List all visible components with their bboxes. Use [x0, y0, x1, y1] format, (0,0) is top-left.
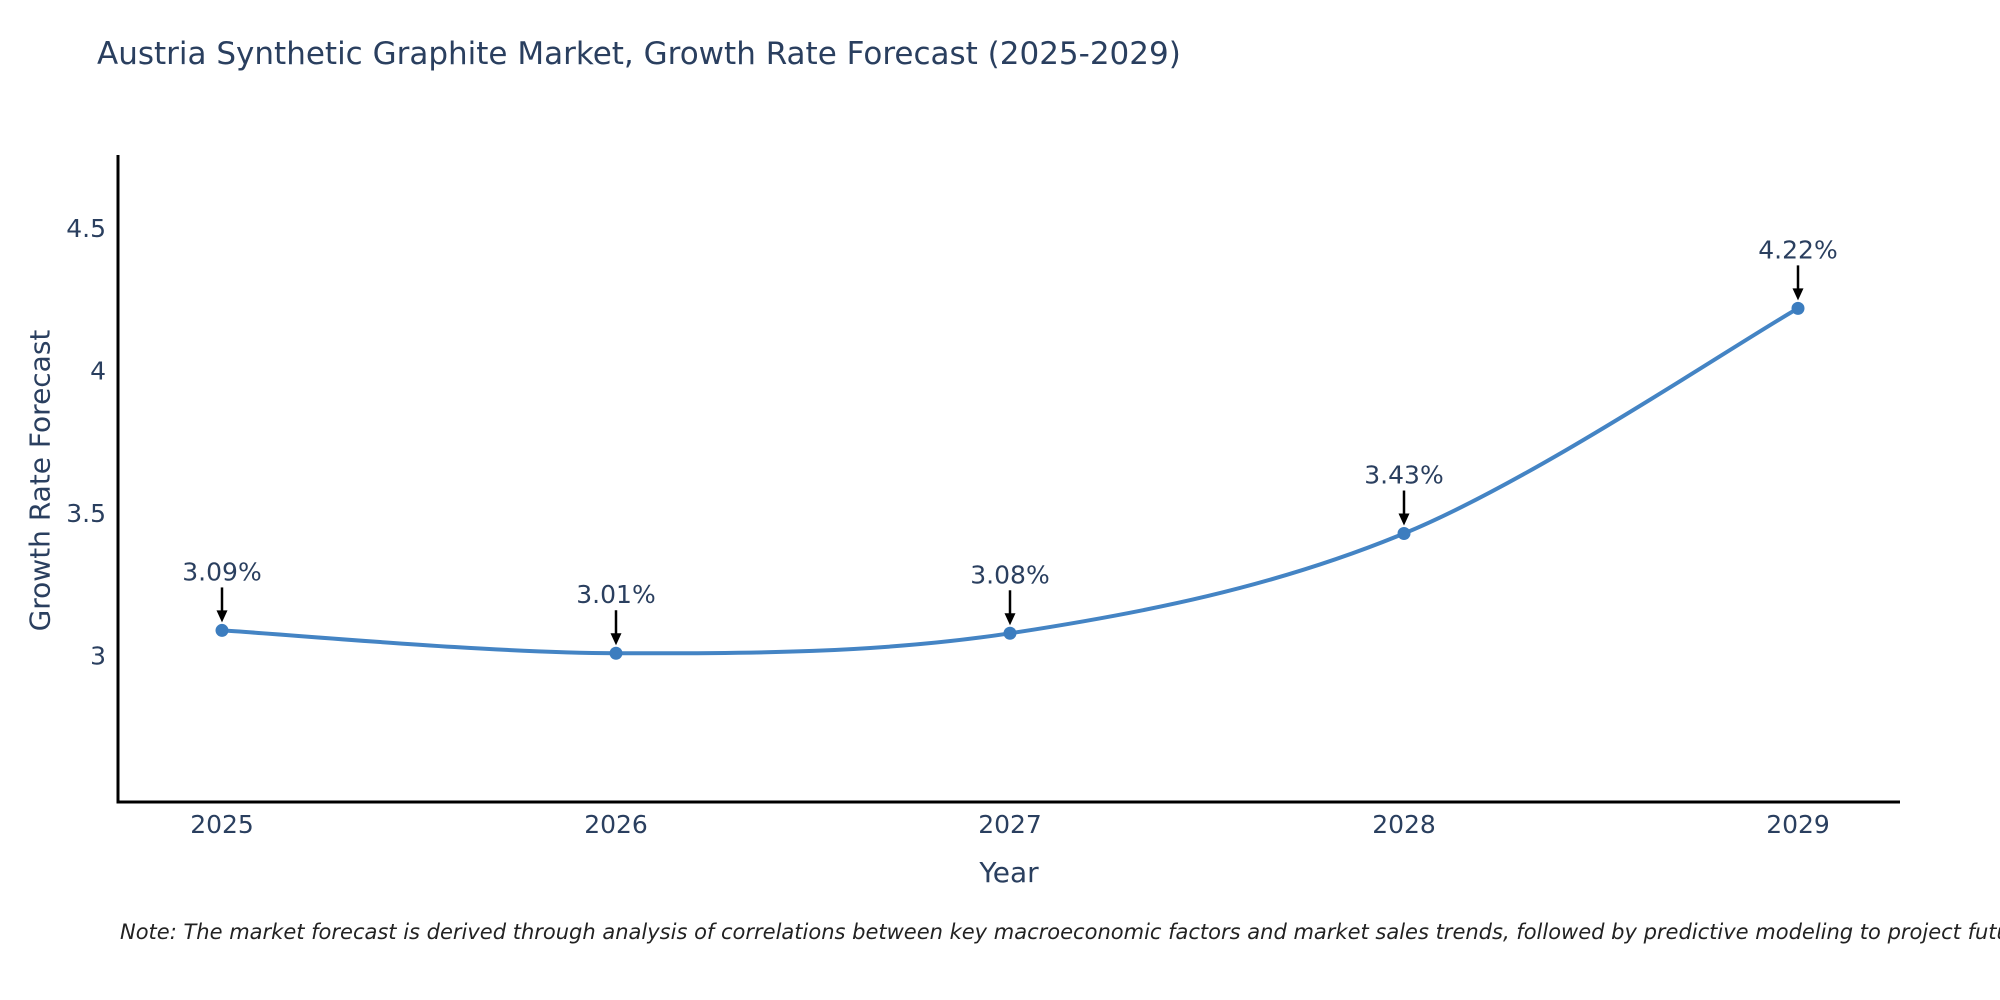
- x-tick-label: 2029: [1766, 810, 1830, 839]
- annotation-arrow-head: [1004, 613, 1016, 626]
- annotation-arrow-head: [1398, 513, 1410, 526]
- y-tick-label: 4: [90, 357, 106, 386]
- chart-title: Austria Synthetic Graphite Market, Growt…: [97, 36, 1181, 72]
- y-tick-label: 3.5: [66, 499, 106, 528]
- data-point[interactable]: [1791, 301, 1805, 315]
- point-value-label: 3.09%: [182, 557, 261, 586]
- x-tick-label: 2025: [190, 810, 254, 839]
- data-point[interactable]: [1003, 626, 1017, 640]
- x-tick-label: 2028: [1372, 810, 1436, 839]
- data-point[interactable]: [215, 623, 229, 637]
- x-axis-title: Year: [979, 856, 1039, 889]
- data-point[interactable]: [609, 646, 623, 660]
- x-tick-label: 2027: [978, 810, 1042, 839]
- data-point[interactable]: [1397, 527, 1411, 541]
- annotation-arrow-head: [610, 633, 622, 646]
- point-value-label: 4.22%: [1758, 235, 1837, 264]
- annotation-arrow-head: [216, 610, 228, 623]
- annotation-arrow-head: [1792, 288, 1804, 301]
- y-tick-label: 4.5: [66, 214, 106, 243]
- y-tick-label: 3: [90, 642, 106, 671]
- footnote: Note: The market forecast is derived thr…: [120, 920, 2000, 944]
- y-axis-title: Growth Rate Forecast: [23, 329, 57, 632]
- forecast-line: [220, 306, 1800, 656]
- point-value-label: 3.43%: [1364, 461, 1443, 490]
- point-value-label: 3.08%: [970, 560, 1049, 589]
- point-value-label: 3.01%: [576, 580, 655, 609]
- x-tick-label: 2026: [584, 810, 648, 839]
